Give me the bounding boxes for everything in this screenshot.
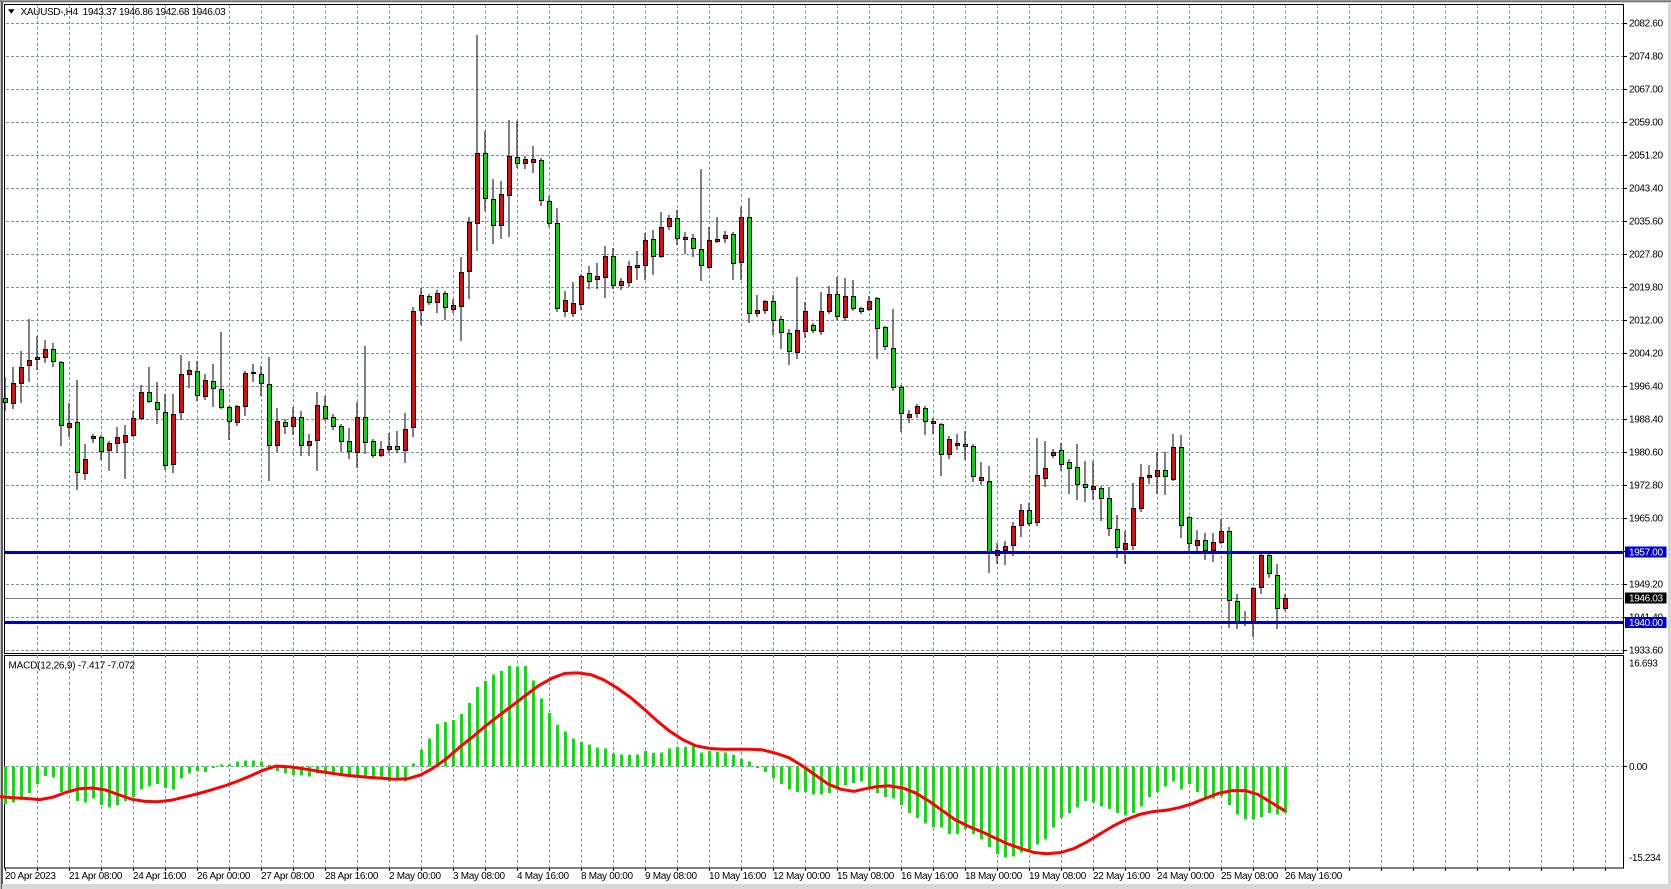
svg-text:1972.80: 1972.80 bbox=[1629, 481, 1663, 492]
svg-text:26 Apr 00:00: 26 Apr 00:00 bbox=[197, 871, 251, 882]
svg-text:9 May 08:00: 9 May 08:00 bbox=[645, 871, 697, 882]
svg-text:25 May 08:00: 25 May 08:00 bbox=[1221, 871, 1279, 882]
svg-text:0.00: 0.00 bbox=[1629, 762, 1648, 773]
svg-text:1988.40: 1988.40 bbox=[1629, 415, 1663, 426]
svg-text:10 May 16:00: 10 May 16:00 bbox=[709, 871, 767, 882]
svg-text:26 May 16:00: 26 May 16:00 bbox=[1285, 871, 1343, 882]
svg-text:22 May 16:00: 22 May 16:00 bbox=[1093, 871, 1151, 882]
svg-text:18 May 00:00: 18 May 00:00 bbox=[965, 871, 1023, 882]
svg-text:2082.60: 2082.60 bbox=[1629, 19, 1663, 30]
svg-text:16 May 16:00: 16 May 16:00 bbox=[901, 871, 959, 882]
svg-text:21 Apr 08:00: 21 Apr 08:00 bbox=[69, 871, 123, 882]
svg-text:2043.40: 2043.40 bbox=[1629, 184, 1663, 195]
svg-text:2027.80: 2027.80 bbox=[1629, 250, 1663, 261]
svg-text:3 May 08:00: 3 May 08:00 bbox=[453, 871, 505, 882]
svg-text:1957.00: 1957.00 bbox=[1629, 548, 1663, 559]
svg-text:2051.20: 2051.20 bbox=[1629, 151, 1663, 162]
svg-text:1946.03: 1946.03 bbox=[1629, 594, 1663, 605]
svg-text:1965.00: 1965.00 bbox=[1629, 514, 1663, 525]
svg-text:2074.80: 2074.80 bbox=[1629, 52, 1663, 63]
svg-text:2035.60: 2035.60 bbox=[1629, 217, 1663, 228]
svg-text:1940.00: 1940.00 bbox=[1629, 618, 1663, 629]
svg-text:2 May 00:00: 2 May 00:00 bbox=[389, 871, 441, 882]
svg-text:MACD(12,26,9) -7.417 -7.072: MACD(12,26,9) -7.417 -7.072 bbox=[9, 661, 136, 672]
svg-text:24 May 00:00: 24 May 00:00 bbox=[1157, 871, 1215, 882]
svg-text:1980.60: 1980.60 bbox=[1629, 448, 1663, 459]
svg-text:4 May 16:00: 4 May 16:00 bbox=[517, 871, 569, 882]
svg-text:24 Apr 16:00: 24 Apr 16:00 bbox=[133, 871, 187, 882]
svg-text:2059.00: 2059.00 bbox=[1629, 118, 1663, 129]
svg-text:12 May 00:00: 12 May 00:00 bbox=[773, 871, 831, 882]
svg-text:27 Apr 08:00: 27 Apr 08:00 bbox=[261, 871, 315, 882]
svg-text:16.693: 16.693 bbox=[1629, 659, 1658, 670]
svg-text:15 May 08:00: 15 May 08:00 bbox=[837, 871, 895, 882]
svg-text:2012.00: 2012.00 bbox=[1629, 316, 1663, 327]
svg-text:19 May 08:00: 19 May 08:00 bbox=[1029, 871, 1087, 882]
svg-text:-15.234: -15.234 bbox=[1629, 853, 1661, 864]
svg-text:1949.20: 1949.20 bbox=[1629, 580, 1663, 591]
svg-text:1996.40: 1996.40 bbox=[1629, 382, 1663, 393]
svg-text:28 Apr 16:00: 28 Apr 16:00 bbox=[325, 871, 379, 882]
svg-text:XAUUSD-,H4 1943.37 1946.86 19: XAUUSD-,H4 1943.37 1946.86 1942.68 1946.… bbox=[21, 7, 227, 18]
svg-text:20 Apr 2023: 20 Apr 2023 bbox=[5, 871, 56, 882]
svg-text:2004.20: 2004.20 bbox=[1629, 349, 1663, 360]
svg-text:8 May 00:00: 8 May 00:00 bbox=[581, 871, 633, 882]
svg-text:2019.80: 2019.80 bbox=[1629, 283, 1663, 294]
svg-text:1933.60: 1933.60 bbox=[1629, 646, 1663, 657]
svg-text:2067.00: 2067.00 bbox=[1629, 85, 1663, 96]
